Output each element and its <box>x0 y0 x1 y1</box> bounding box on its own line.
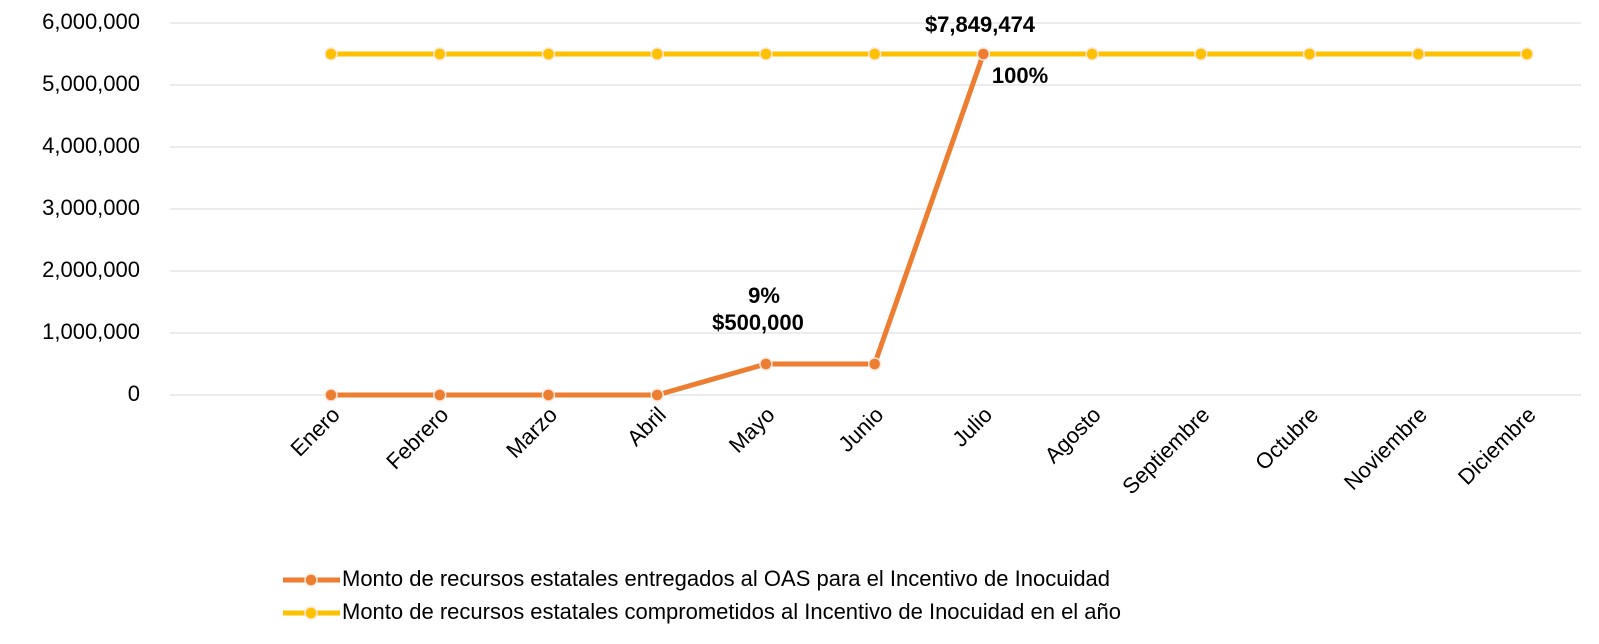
point <box>432 388 447 402</box>
x-tick-label: Abril <box>622 402 671 451</box>
point <box>324 47 338 61</box>
point <box>1085 47 1099 61</box>
point <box>1411 47 1426 61</box>
legend-marker <box>304 606 318 620</box>
point <box>1194 47 1208 61</box>
point <box>650 47 664 61</box>
y-tick-label: 6,000,000 <box>42 9 140 34</box>
point <box>976 47 991 61</box>
y-tick-label: 3,000,000 <box>42 195 140 220</box>
y-tick-label: 1,000,000 <box>42 319 140 344</box>
y-tick-label: 2,000,000 <box>42 257 140 282</box>
x-tick-label: Octubre <box>1250 402 1323 475</box>
point <box>324 388 338 402</box>
y-tick-label: 5,000,000 <box>42 71 140 96</box>
series-line <box>331 53 986 398</box>
point <box>650 388 664 402</box>
y-tick-label: 0 <box>128 381 140 406</box>
x-tick-label: Junio <box>833 402 888 457</box>
x-tick-label: Febrero <box>381 402 453 474</box>
x-tick-label: Marzo <box>501 402 562 463</box>
y-tick-label: 4,000,000 <box>42 133 140 158</box>
x-tick-label: Diciembre <box>1453 402 1541 490</box>
point <box>432 47 447 61</box>
point <box>541 47 556 61</box>
point <box>759 357 773 371</box>
point <box>867 357 882 371</box>
point <box>1302 47 1317 61</box>
point <box>541 388 556 402</box>
point <box>867 47 882 61</box>
legend-label: Monto de recursos estatales entregados a… <box>342 566 1110 591</box>
annotation: $7,849,474 <box>925 12 1036 37</box>
x-tick-label: Noviembre <box>1339 402 1432 495</box>
x-tick-label: Agosto <box>1040 402 1106 468</box>
point <box>759 47 773 61</box>
annotation: 9% <box>748 283 780 308</box>
x-tick-label: Julio <box>947 402 997 452</box>
legend-marker <box>304 573 318 587</box>
annotation: 100% <box>992 63 1048 88</box>
x-tick-label: Septiembre <box>1117 402 1214 499</box>
annotation: $500,000 <box>712 310 804 335</box>
x-tick-label: Enero <box>285 402 344 461</box>
point <box>1520 47 1534 61</box>
x-tick-label: Mayo <box>724 402 780 458</box>
legend-label: Monto de recursos estatales comprometido… <box>342 599 1121 624</box>
